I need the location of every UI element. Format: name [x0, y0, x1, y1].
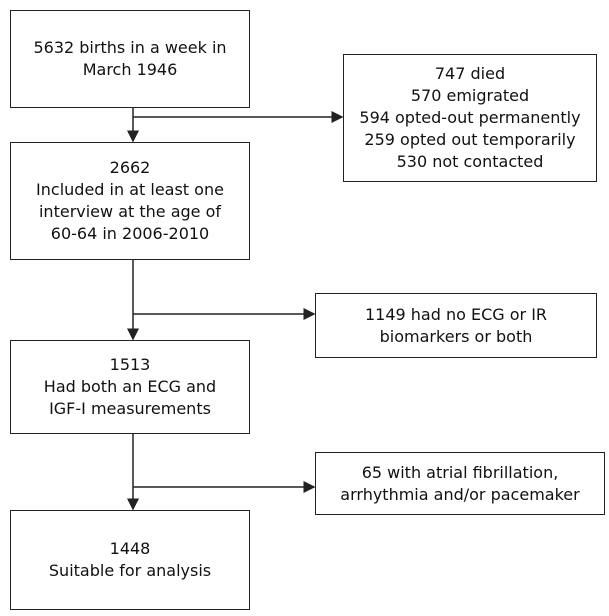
flow-box: 5632 births in a week in March 1946: [10, 10, 250, 108]
box-text: arrhythmia and/or pacemaker: [340, 484, 580, 504]
box-text: interview at the age of: [38, 202, 222, 221]
box-text: 594 opted-out permanently: [359, 108, 581, 127]
box-text: biomarkers or both: [379, 326, 533, 346]
flow-box: 1513 Had both an ECG and IGF-I measurement…: [10, 340, 250, 434]
box-text: 570 emigrated: [410, 86, 530, 105]
box-text: 1448: [109, 539, 151, 558]
box-text: Had both an ECG and: [43, 377, 217, 396]
flow-box: 1149 had no ECG or IR biomarkers or both: [315, 293, 597, 358]
box-text: Suitable for analysis: [48, 561, 212, 580]
box-text: 1149 had no ECG or IR: [364, 304, 548, 324]
box-text: 60-64 in 2006-2010: [50, 224, 210, 243]
flow-box: 1448 Suitable for analysis: [10, 510, 250, 610]
flow-box: 747 died 570 emigrated 594 opted-out perma…: [343, 54, 597, 182]
box-text: 2662: [109, 158, 151, 177]
box-text: IGF-I measurements: [49, 399, 211, 418]
flow-box: 2662 Included in at least one interview at…: [10, 142, 250, 260]
box-text: 530 not contacted: [396, 152, 544, 171]
flow-box: 65 with atrial fibrillation, arrhythmia a…: [315, 452, 605, 515]
box-text: 65 with atrial fibrillation,: [361, 462, 559, 482]
box-text: 259 opted out temporarily: [364, 130, 576, 149]
box-text: 1513: [109, 355, 151, 374]
box-text: March 1946: [82, 60, 178, 79]
box-text: Included in at least one: [36, 180, 224, 199]
box-text: 747 died: [434, 64, 506, 83]
box-text: 5632 births in a week in: [33, 38, 227, 57]
